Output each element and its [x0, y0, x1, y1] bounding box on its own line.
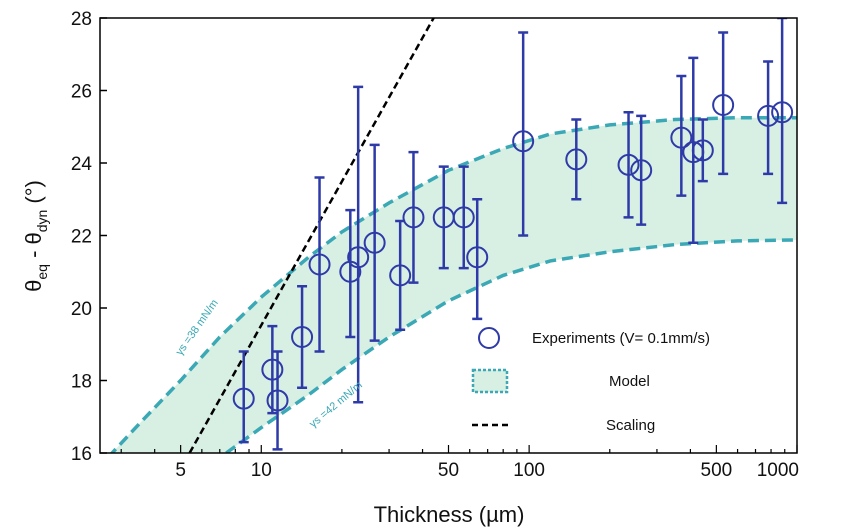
y-title-unit: (°) [21, 180, 46, 210]
legend-scaling-label: Scaling [606, 417, 655, 434]
x-tick-label: 500 [701, 460, 733, 481]
data-point [232, 350, 255, 444]
point-marker [389, 264, 412, 287]
scaling-line-layer [188, 18, 435, 453]
data-point [347, 85, 370, 404]
data-point [432, 165, 455, 270]
data-point [512, 31, 535, 237]
data-point [363, 143, 386, 342]
point-marker [402, 206, 425, 229]
point-marker [617, 153, 640, 176]
data-point [630, 114, 653, 226]
point-marker [266, 389, 289, 412]
point-marker [466, 246, 489, 269]
y-tick-label: 20 [71, 299, 92, 320]
data-point [266, 350, 289, 451]
x-tick-label: 100 [513, 460, 545, 481]
point-marker [452, 206, 475, 229]
point-marker [261, 358, 284, 381]
y-title-theta-dyn: - θ [21, 232, 46, 264]
legend-experiments-marker [478, 327, 500, 349]
data-point [308, 176, 331, 353]
x-tick-label: 5 [175, 460, 186, 481]
data-point [757, 60, 780, 176]
point-marker [363, 231, 386, 254]
y-tick-label: 28 [71, 9, 92, 30]
legend-model-label: Model [609, 373, 650, 390]
model-band-layer [109, 115, 797, 453]
point-marker [670, 126, 693, 149]
data-point [389, 219, 412, 331]
data-point [261, 324, 284, 415]
data-point [466, 198, 489, 321]
data-point [670, 74, 693, 197]
point-marker [232, 387, 255, 410]
data-point [617, 111, 640, 219]
data-point [452, 165, 475, 270]
x-axis-title: Thickness (µm) [374, 502, 525, 527]
point-marker [512, 130, 535, 153]
point-marker [630, 159, 653, 182]
y-title-sub-dyn: dyn [34, 210, 50, 233]
point-marker [757, 104, 780, 127]
x-tick-label: 50 [438, 460, 459, 481]
axis-ticks: 16 18 20 22 24 26 28 5 10 50 100 500 1000 [71, 9, 799, 481]
experiment-points-layer [232, 18, 794, 451]
point-marker [347, 246, 370, 269]
point-marker [565, 148, 588, 171]
data-point [771, 18, 794, 205]
y-tick-label: 26 [71, 82, 92, 103]
model-band [112, 117, 797, 453]
y-tick-label: 18 [71, 372, 92, 393]
model-upper-curve [109, 115, 797, 453]
data-point [712, 31, 735, 176]
y-tick-label: 16 [71, 444, 92, 465]
point-marker [308, 253, 331, 276]
data-point [691, 118, 714, 183]
y-tick-label: 22 [71, 227, 92, 248]
y-tick-label: 24 [71, 154, 93, 175]
legend-model-swatch [471, 368, 509, 394]
legend-experiments-label: Experiments (V= 0.1mm/s) [532, 330, 710, 347]
x-tick-label: 1000 [757, 460, 799, 481]
point-marker [771, 101, 794, 124]
y-title-sub-eq: eq [34, 264, 50, 280]
data-point [291, 285, 314, 389]
scaling-line [188, 18, 435, 453]
point-marker [291, 326, 314, 348]
data-point [402, 150, 425, 284]
point-marker [691, 139, 714, 162]
legend: Experiments (V= 0.1mm/s) Model Scaling [471, 327, 710, 434]
data-point [565, 118, 588, 201]
y-axis-title: θeq - θdyn (°) [21, 180, 50, 292]
model-lower-curve [225, 238, 797, 453]
x-tick-label: 10 [251, 460, 272, 481]
point-marker [712, 94, 735, 116]
y-title-theta-eq: θ [21, 280, 46, 292]
